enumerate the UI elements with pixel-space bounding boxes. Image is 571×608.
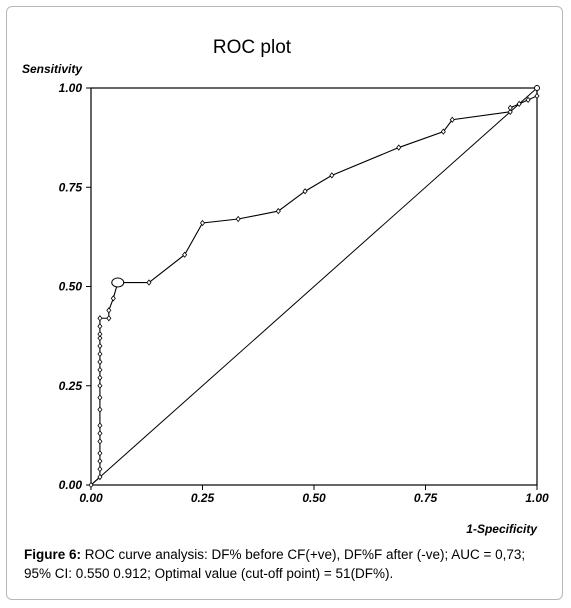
roc-point: [97, 350, 103, 358]
roc-curve-line: [90, 88, 538, 486]
roc-point: [235, 215, 241, 223]
roc-point: [97, 450, 103, 457]
roc-point: [199, 219, 206, 227]
figure-caption: Figure 6: ROC curve analysis: DF% before…: [24, 545, 552, 583]
roc-point: [97, 458, 103, 465]
y-tick-label: 1.00: [59, 81, 83, 95]
x-tick-label: 0.50: [302, 491, 326, 505]
roc-point: [182, 251, 188, 258]
roc-point: [97, 374, 103, 381]
roc-point: [97, 382, 103, 389]
roc-point: [97, 422, 103, 429]
roc-point: [97, 358, 103, 366]
roc-point: [516, 100, 522, 108]
roc-point: [146, 279, 152, 286]
x-tick-label: 0.25: [191, 491, 215, 505]
roc-end-point: [534, 85, 540, 91]
optimal-point-marker: [111, 277, 125, 288]
roc-point: [97, 406, 103, 413]
roc-point: [97, 323, 103, 330]
y-axis-label: Sensitivity: [22, 62, 83, 76]
roc-point: [106, 315, 112, 322]
roc-point: [97, 438, 103, 445]
roc-point: [507, 104, 513, 111]
chart-title: ROC plot: [213, 37, 292, 58]
roc-point: [507, 108, 513, 115]
roc-point: [110, 295, 116, 302]
y-tick-label: 0.25: [59, 379, 83, 393]
x-axis-label: 1-Specificity: [466, 522, 538, 536]
roc-point: [97, 342, 103, 350]
y-tick-label: 0.75: [59, 180, 83, 194]
x-tick-label: 0.00: [79, 491, 103, 505]
roc-point: [97, 473, 103, 481]
roc-point: [97, 366, 103, 374]
y-tick-label: 0.00: [59, 478, 83, 492]
caption-label: Figure 6:: [24, 547, 82, 562]
roc-point: [97, 394, 103, 401]
caption-text: ROC curve analysis: DF% before CF(+ve), …: [24, 547, 526, 581]
figure-frame: [6, 6, 563, 600]
y-tick-label: 0.50: [59, 280, 83, 294]
reference-diagonal-line: [90, 87, 538, 486]
roc-point: [534, 92, 540, 100]
roc-point: [106, 307, 112, 314]
roc-point: [449, 116, 455, 123]
roc-point: [97, 465, 103, 473]
roc-point: [97, 315, 103, 322]
roc-point: [97, 334, 103, 342]
roc-point: [97, 330, 103, 338]
roc-point: [302, 188, 308, 195]
roc-point: [88, 481, 94, 489]
roc-point: [329, 172, 335, 179]
roc-point: [396, 144, 402, 151]
roc-point: [525, 96, 531, 104]
roc-point: [97, 430, 103, 437]
roc-point: [440, 128, 446, 135]
x-tick-label: 0.75: [414, 491, 438, 505]
x-tick-label: 1.00: [525, 491, 549, 505]
roc-point: [275, 207, 281, 215]
